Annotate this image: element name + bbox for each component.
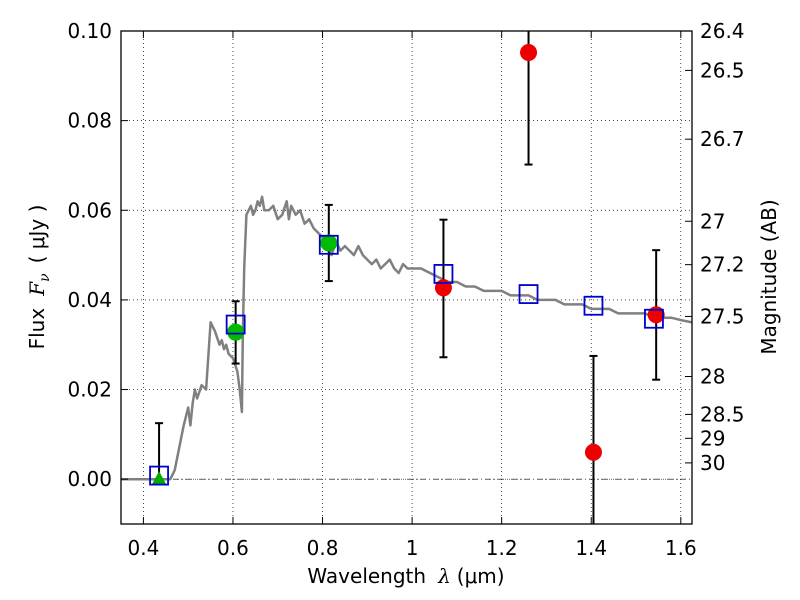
mag-tick-label: 28 [700,365,725,389]
model-photometry-square [433,264,454,284]
x-axis-label: Wavelength λ (μm) [307,564,504,588]
upper-limit-triangle [152,471,167,485]
mag-tick-label: 26.5 [700,58,745,82]
optical-data-point [320,234,338,252]
mag-tick-label: 27.5 [700,304,745,328]
mag-tick-label: 27 [700,209,725,233]
model-photometry-square [518,284,539,304]
axis-ticks: 0.4 0.6 0.8 1 1.2 1.4 1.6 0.00 0.02 0.04 0.06 0.08 0… [67,19,744,560]
y-tick-label: 0.00 [67,467,112,491]
y-tick-label: 0.10 [67,19,112,43]
y-axis-label: FluxFν( μJy ) [25,205,53,350]
y-tick-label: 0.06 [67,198,112,222]
nir-error-bar [589,354,598,524]
model-photometry-square [583,295,604,316]
x-tick-label: 0.8 [307,536,339,560]
x-tick-label: 1.2 [486,536,518,560]
mag-tick-label: 26.4 [700,19,745,43]
mag-tick-label: 29 [700,426,725,450]
y2-axis-label: Magnitude (AB) [757,199,781,354]
mag-tick-label: 27.2 [700,253,745,277]
x-tick-label: 1.6 [665,536,697,560]
x-tick-label: 1 [406,536,419,560]
model-photometry-square [318,234,339,255]
nir-data-point [520,44,538,62]
mag-tick-label: 26.7 [700,127,745,151]
y2-axis-title: Magnitude (AB) [757,199,781,354]
x-tick-label: 1.4 [575,536,607,560]
x-tick-label: 0.6 [217,536,249,560]
y-tick-label: 0.04 [67,288,112,312]
mag-tick-label: 30 [700,451,725,475]
y-tick-label: 0.08 [67,109,112,133]
model-photometry-square [149,465,169,486]
plot-area [121,31,693,524]
x-axis-title: Wavelength λ (μm) [307,564,504,588]
x-tick-label: 0.4 [127,536,159,560]
plot-frame [120,30,693,525]
nir-data-point [584,443,602,461]
nir-data-point [647,306,665,324]
model-photometry-square [225,314,246,335]
mag-tick-label: 28.5 [700,402,745,426]
y-tick-label: 0.02 [67,378,112,402]
model-photometry-square [644,308,664,329]
optical-data-point [227,323,245,341]
y-axis-title: FluxFν( μJy ) [25,205,53,350]
